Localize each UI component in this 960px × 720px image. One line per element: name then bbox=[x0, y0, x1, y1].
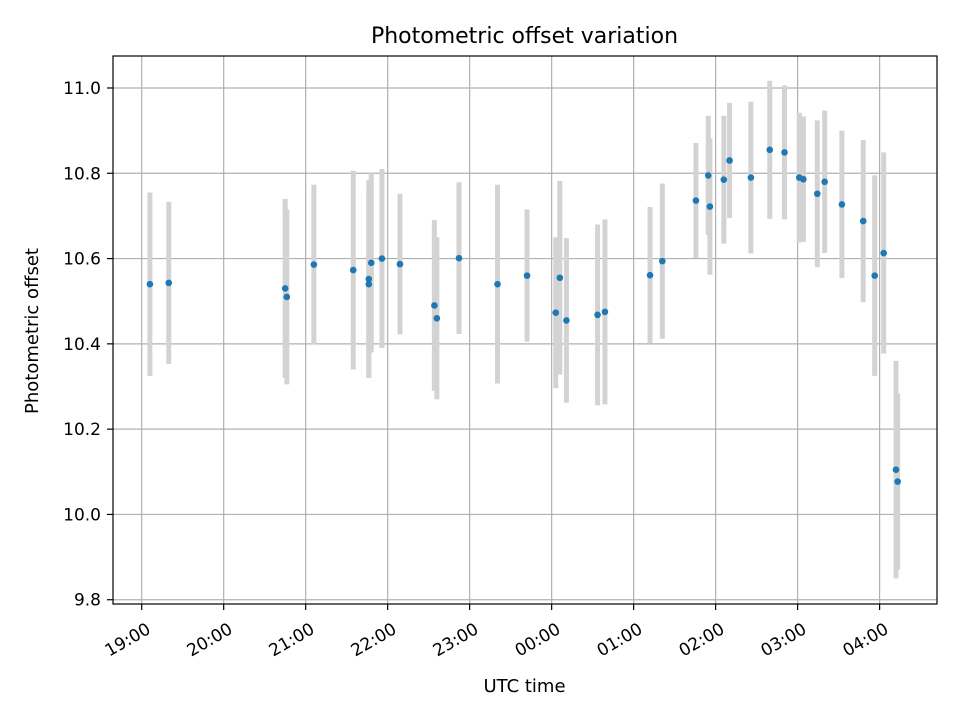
data-point bbox=[523, 272, 531, 279]
data-point bbox=[367, 259, 375, 267]
data-point bbox=[349, 266, 357, 274]
y-tick-label: 10.0 bbox=[63, 505, 101, 525]
data-point bbox=[365, 280, 373, 288]
data-point bbox=[892, 466, 900, 473]
data-points bbox=[146, 146, 901, 485]
data-point bbox=[871, 272, 878, 279]
data-point bbox=[594, 311, 601, 319]
data-point bbox=[706, 203, 714, 210]
x-axis-label: UTC time bbox=[483, 676, 565, 697]
data-point bbox=[378, 255, 386, 262]
data-point bbox=[455, 254, 463, 262]
y-tick-label: 9.8 bbox=[74, 591, 101, 611]
data-point bbox=[720, 176, 728, 183]
data-point bbox=[781, 149, 788, 156]
data-point bbox=[165, 279, 173, 287]
y-axis-ticks: 9.8 10.0 10.2 10.4 10.6 10.8 11.0 bbox=[63, 79, 113, 611]
data-point bbox=[813, 190, 821, 198]
data-point bbox=[563, 317, 570, 324]
data-point bbox=[601, 308, 609, 316]
data-point bbox=[431, 302, 438, 309]
y-tick-label: 10.6 bbox=[63, 250, 101, 270]
data-point bbox=[556, 274, 564, 282]
y-tick-label: 10.8 bbox=[63, 164, 101, 184]
data-point bbox=[494, 280, 501, 288]
data-point bbox=[821, 178, 828, 186]
data-point bbox=[880, 249, 888, 257]
data-point bbox=[726, 157, 733, 164]
data-point bbox=[433, 314, 441, 322]
chart-title: Photometric offset variation bbox=[371, 24, 678, 49]
data-point bbox=[704, 172, 712, 179]
y-tick-label: 10.2 bbox=[63, 420, 101, 440]
data-point bbox=[365, 275, 373, 283]
y-axis-label: Photometric offset bbox=[22, 248, 43, 414]
y-tick-label: 11.0 bbox=[63, 79, 101, 99]
data-point bbox=[894, 478, 901, 485]
data-point bbox=[310, 261, 318, 268]
data-point bbox=[766, 146, 774, 154]
data-point bbox=[692, 197, 700, 204]
data-point bbox=[396, 260, 404, 268]
data-point bbox=[747, 174, 755, 181]
data-point bbox=[281, 285, 289, 292]
data-point bbox=[838, 201, 846, 208]
data-point bbox=[146, 280, 154, 288]
data-point bbox=[646, 271, 654, 279]
grid bbox=[113, 56, 937, 604]
data-point bbox=[552, 309, 560, 317]
data-point bbox=[800, 175, 807, 183]
data-point bbox=[283, 293, 291, 301]
data-point bbox=[859, 217, 867, 225]
data-point bbox=[659, 257, 666, 265]
plot-area-frame bbox=[112, 55, 938, 605]
y-tick-label: 10.4 bbox=[63, 335, 101, 355]
